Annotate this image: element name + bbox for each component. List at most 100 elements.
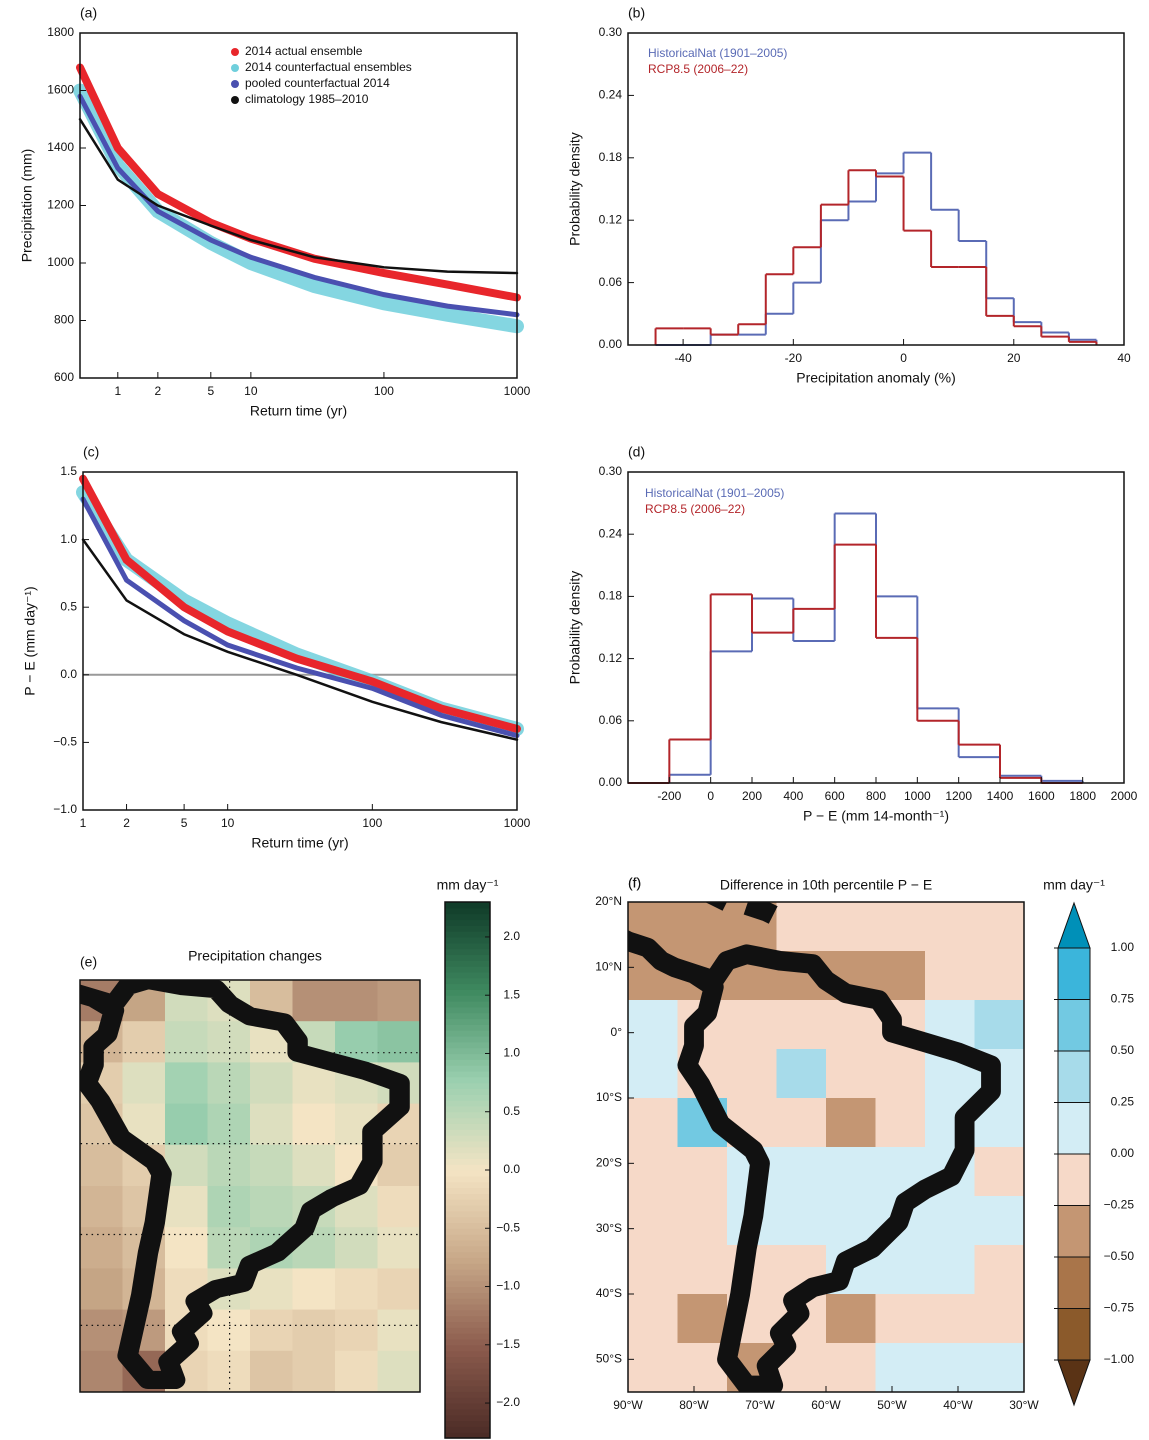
grid-cell (826, 1294, 876, 1344)
colorbar-segment (445, 1111, 490, 1119)
x-tick-label: 100 (362, 816, 382, 830)
colorbar-segment (445, 1053, 490, 1060)
y-tick-label: 800 (54, 313, 74, 327)
colorbar-extension (1057, 1359, 1091, 1407)
y-tick-label: −0.5 (53, 735, 77, 749)
x-tick-label: 1000 (504, 384, 531, 398)
colorbar-segment (445, 1146, 490, 1154)
legend-label: HistoricalNat (1901–2005) (645, 486, 784, 500)
x-tick-label: 400 (783, 789, 803, 803)
colorbar-segment (445, 1356, 490, 1363)
colorbar-segment (445, 1152, 490, 1159)
colorbar-tick-label: −1.0 (496, 1279, 520, 1293)
grid-cell (776, 1098, 827, 1148)
colorbar-tick-label: 2.0 (503, 929, 520, 943)
x-tick-label: 200 (742, 789, 762, 803)
grid-cell (776, 902, 827, 952)
colorbar-segment (445, 1082, 490, 1090)
colorbar-tick-label: −1.5 (496, 1337, 520, 1351)
grid-cell (80, 1144, 123, 1187)
colorbar-segment (445, 1129, 490, 1136)
colorbar-segment (445, 1245, 490, 1253)
grid-cell (925, 902, 975, 952)
colorbar-segment (445, 1140, 490, 1148)
grid-cell (165, 1103, 208, 1146)
colorbar-segment (445, 1117, 490, 1124)
grid-cell (250, 1103, 293, 1146)
grid-cell (165, 1021, 208, 1063)
map-frame (79, 979, 421, 1393)
grid-cell (677, 1147, 728, 1197)
colorbar-segment (445, 1304, 490, 1311)
y-tick-label: 20°S (596, 1156, 622, 1170)
y-tick-label: 30°S (596, 1221, 622, 1235)
colorbar-segment (1057, 1205, 1091, 1258)
colorbar-segment (445, 1175, 490, 1183)
grid-cell (776, 1049, 827, 1099)
grid-cell (925, 1196, 975, 1246)
colorbar-segment (445, 1076, 490, 1084)
grid-cell (974, 1147, 1025, 1197)
grid-cell (974, 1294, 1025, 1344)
x-tick-label: 0 (900, 351, 907, 365)
colorbar-segment (445, 1228, 490, 1235)
colorbar-segment (445, 1286, 490, 1293)
colorbar-segment (445, 1012, 490, 1020)
y-tick-label: 1.5 (60, 464, 77, 478)
colorbar-segment (445, 1350, 490, 1358)
grid-cell (335, 1350, 378, 1393)
grid-cell (80, 1186, 123, 1228)
panel-label: (b) (628, 5, 645, 21)
grid-cell (826, 1343, 876, 1393)
colorbar-segment (445, 977, 490, 985)
colorbar-segment (1057, 1256, 1091, 1309)
grid-cell (875, 1245, 926, 1295)
y-axis-label: Precipitation (mm) (19, 149, 35, 263)
grid-cell (925, 1294, 975, 1344)
colorbar-tick-label: 0.5 (503, 1104, 520, 1118)
legend-label: RCP8.5 (2006–22) (648, 62, 748, 76)
legend-label: 2014 counterfactual ensembles (245, 60, 412, 74)
grid-cell (292, 1350, 336, 1393)
colorbar-segment (445, 954, 490, 961)
panel-label: (f) (628, 875, 641, 891)
colorbar-segment (1057, 1153, 1091, 1206)
y-axis-label: P − E (mm day⁻¹) (22, 586, 38, 695)
colorbar-segment (445, 1269, 490, 1276)
grid-cell (628, 1000, 678, 1050)
x-tick-label: 0 (707, 789, 714, 803)
x-tick-label: 1800 (1069, 789, 1096, 803)
grid-cell (974, 951, 1025, 1001)
series-line (77, 93, 520, 318)
colorbar-segment (1057, 947, 1091, 1000)
y-tick-label: 50°S (596, 1352, 622, 1366)
colorbar-segment (445, 1123, 490, 1130)
grid-cell (776, 1147, 827, 1197)
colorbar-segment (445, 1006, 490, 1014)
colorbar-segment (445, 1298, 490, 1305)
colorbar-segment (1057, 1050, 1091, 1103)
series-line (73, 83, 524, 334)
y-tick-label: 10°N (595, 960, 622, 974)
panel-label: (e) (80, 954, 97, 970)
colorbar-segment (445, 1321, 490, 1328)
colorbar-segment (445, 1234, 490, 1241)
colorbar-extension (1057, 901, 1091, 949)
grid-cell (974, 1245, 1025, 1295)
colorbar-segment (445, 983, 490, 990)
series-line (76, 485, 524, 736)
grid-cell (826, 902, 876, 952)
grid-cell (826, 1049, 876, 1099)
legend-marker (231, 48, 239, 56)
grid-cell (727, 1049, 777, 1099)
colorbar-segment (445, 1362, 490, 1369)
y-tick-label: 600 (54, 370, 74, 384)
colorbar-segment (445, 1135, 490, 1142)
grid-cell (677, 1245, 728, 1295)
x-tick-label: 70°W (745, 1398, 775, 1412)
y-tick-label: 0° (611, 1025, 623, 1039)
y-tick-label: 1200 (47, 198, 74, 212)
grid-cell (628, 1098, 678, 1148)
grid-cell (628, 1196, 678, 1246)
